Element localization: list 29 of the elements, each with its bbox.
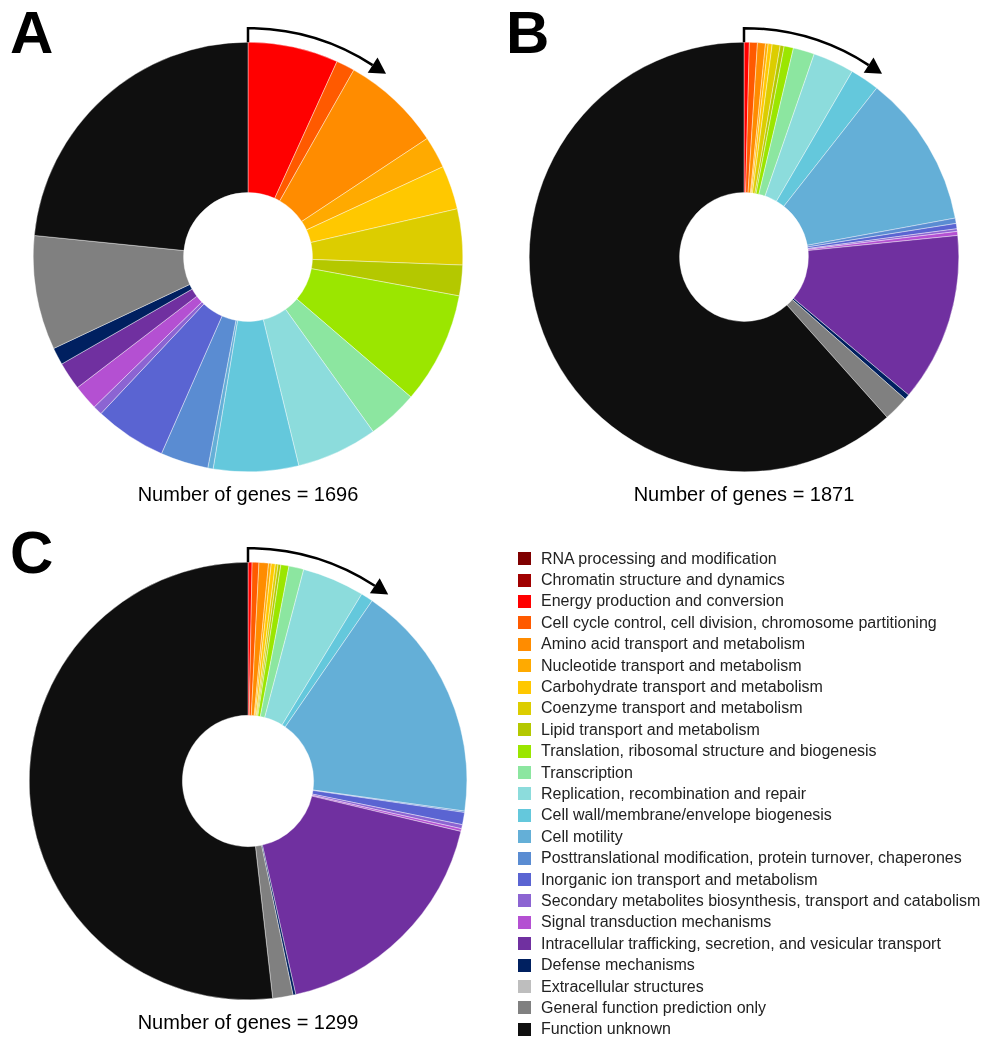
legend-label: Lipid transport and metabolism <box>541 720 760 739</box>
legend-label: Transcription <box>541 763 633 782</box>
legend-label: Secondary metabolites biosynthesis, transport and catabolism <box>541 891 981 910</box>
legend-label: Energy production and conversion <box>541 592 784 611</box>
legend-label: Inorganic ion transport and metabolism <box>541 870 818 889</box>
chart-title: A <box>10 0 54 66</box>
text: Number of genes = 1871 <box>633 483 855 506</box>
legend-label: Coenzyme transport and metabolism <box>541 699 803 718</box>
legend-label: RNA processing and modification <box>541 549 777 568</box>
legend-label: Cell wall/membrane/envelope biogenesis <box>541 806 832 825</box>
chart-title: C <box>10 518 54 586</box>
legend-label: Posttranslational modification, protein turnover, chaperones <box>541 849 962 868</box>
legend-label: Translation, ribosomal structure and biogenesis <box>541 742 877 761</box>
chart-title: B <box>506 0 550 66</box>
legend-label: Cell motility <box>541 827 623 846</box>
legend-label: General function prediction only <box>541 998 767 1017</box>
legend-label: Signal transduction mechanisms <box>541 913 772 932</box>
legend-label: Chromatin structure and dynamics <box>541 571 785 590</box>
text: Number of genes = 1299 <box>137 1011 359 1034</box>
legend-label: Carbohydrate transport and metabolism <box>541 678 823 697</box>
legend-label: Nucleotide transport and metabolism <box>541 656 802 675</box>
legend-label: Defense mechanisms <box>541 956 695 975</box>
legend-label: Function unknown <box>541 1020 671 1039</box>
text: Number of genes = 1696 <box>137 483 359 506</box>
legend-label: Cell cycle control, cell division, chromosome partitioning <box>541 613 937 632</box>
legend-label: Intracellular trafficking, secretion, and vesicular transport <box>541 934 941 953</box>
legend-label: Replication, recombination and repair <box>541 784 807 803</box>
legend-label: Extracellular structures <box>541 977 704 996</box>
legend-label: Amino acid transport and metabolism <box>541 635 806 654</box>
